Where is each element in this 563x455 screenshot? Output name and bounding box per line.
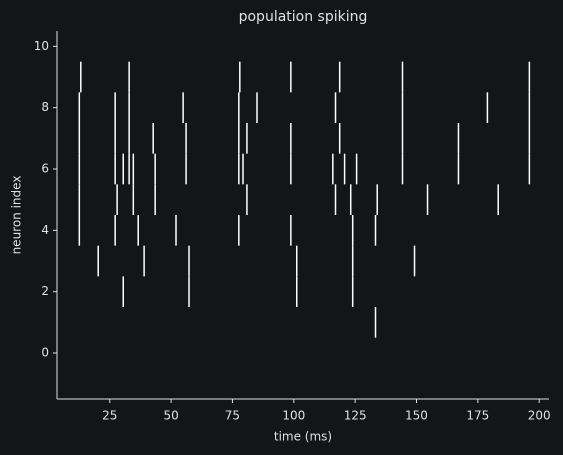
x-tick-label: 100 [282, 409, 305, 423]
y-tick-label: 8 [41, 100, 49, 114]
y-tick-label: 4 [41, 223, 49, 237]
y-tick-label: 10 [34, 39, 49, 53]
y-tick-label: 2 [41, 284, 49, 298]
x-tick-label: 50 [163, 409, 178, 423]
x-tick-label: 125 [344, 409, 367, 423]
x-tick-label: 200 [528, 409, 551, 423]
x-axis-label: time (ms) [274, 430, 332, 444]
chart-title: population spiking [239, 9, 368, 25]
x-tick-label: 150 [405, 409, 428, 423]
y-tick-label: 0 [41, 346, 49, 360]
x-tick-label: 75 [225, 409, 240, 423]
y-tick-label: 6 [41, 162, 49, 176]
y-axis-label: neuron index [10, 176, 24, 255]
x-tick-label: 25 [102, 409, 117, 423]
x-tick-label: 175 [466, 409, 489, 423]
